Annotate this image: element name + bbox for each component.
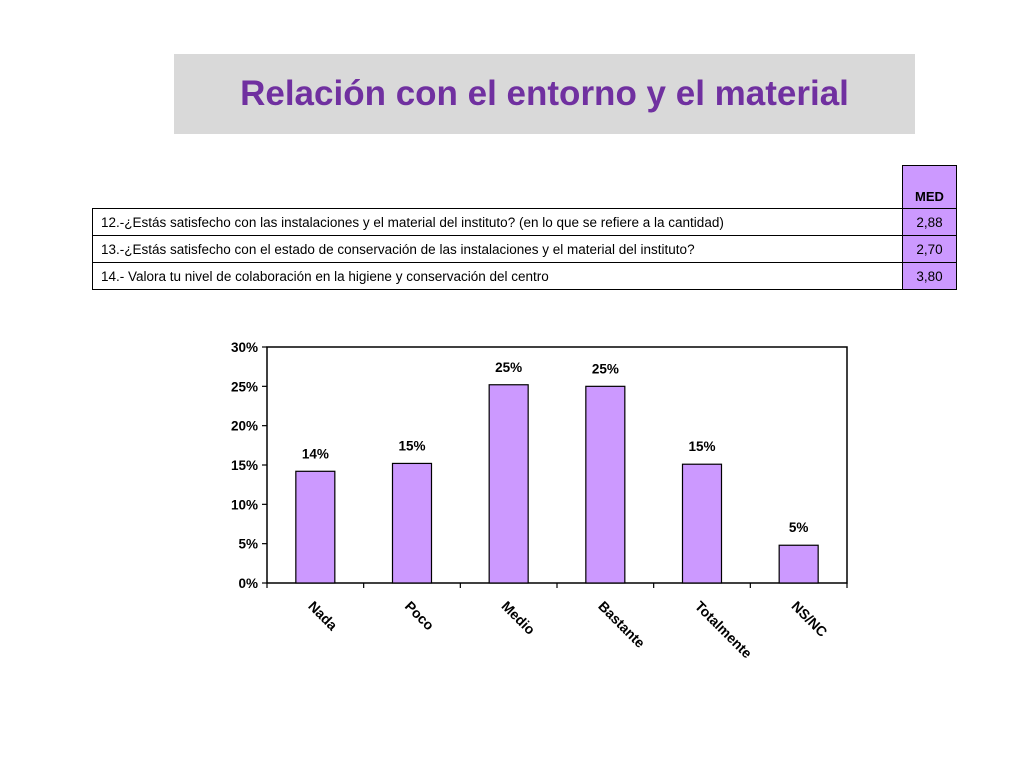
data-label: 14%	[302, 446, 329, 461]
y-tick-label: 0%	[238, 576, 258, 591]
x-tick-label: Totalmente	[692, 598, 756, 662]
table-row: 12.-¿Estás satisfecho con las instalacio…	[92, 208, 957, 236]
y-tick-label: 25%	[231, 379, 258, 394]
bar	[391, 462, 433, 584]
x-tick-label: Poco	[402, 598, 438, 634]
question-cell: 12.-¿Estás satisfecho con las instalacio…	[92, 208, 903, 236]
bar	[778, 544, 819, 584]
plot-area	[266, 346, 848, 584]
survey-table: MED 12.-¿Estás satisfecho con las instal…	[92, 165, 957, 290]
title-banner: Relación con el entorno y el material	[174, 54, 915, 134]
y-tick-label: 10%	[231, 497, 258, 512]
page-title: Relación con el entorno y el material	[240, 74, 849, 113]
bar	[681, 463, 723, 584]
x-tick-label: Nada	[305, 598, 341, 634]
y-tick-label: 20%	[231, 419, 258, 434]
bar	[488, 384, 529, 584]
value-cell: 3,80	[902, 262, 957, 290]
y-tick-label: 5%	[238, 537, 258, 552]
y-tick-label: 15%	[231, 458, 258, 473]
x-tick-label: Bastante	[595, 598, 648, 651]
value-cell: 2,70	[902, 235, 957, 263]
bar	[295, 470, 336, 584]
question-cell: 14.- Valora tu nivel de colaboración en …	[92, 262, 903, 290]
data-label: 25%	[592, 361, 619, 376]
column-header-med: MED	[902, 165, 957, 209]
data-label: 15%	[688, 439, 715, 454]
data-label: 5%	[789, 520, 809, 535]
y-tick-label: 30%	[231, 340, 258, 355]
table-header-row: MED	[93, 165, 957, 209]
table-row: 14.- Valora tu nivel de colaboración en …	[92, 262, 957, 290]
bar	[585, 385, 626, 584]
table-row: 13.-¿Estás satisfecho con el estado de c…	[92, 235, 957, 263]
value-cell: 2,88	[902, 208, 957, 236]
data-label: 25%	[495, 360, 522, 375]
data-label: 15%	[398, 438, 425, 453]
question-cell: 13.-¿Estás satisfecho con el estado de c…	[92, 235, 903, 263]
x-tick-label: Medio	[499, 598, 539, 638]
x-tick-label: NS/NC	[789, 598, 831, 640]
